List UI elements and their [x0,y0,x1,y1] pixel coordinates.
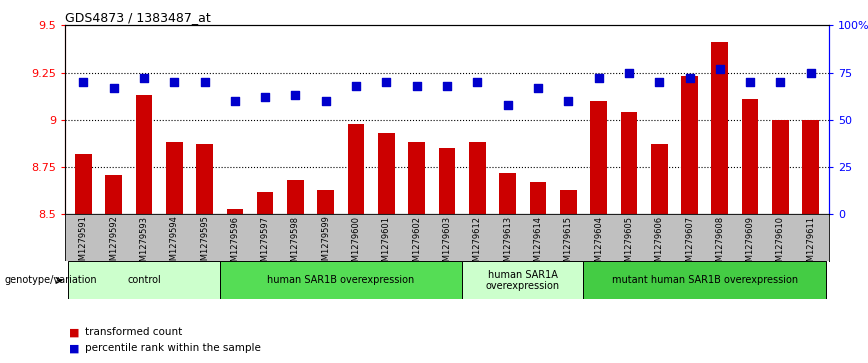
Point [743,79,757,85]
Point [288,92,302,98]
Point [501,102,515,107]
Bar [318,189,334,363]
Text: GSM1279603: GSM1279603 [443,216,451,272]
Text: GSM1279615: GSM1279615 [563,216,573,272]
Bar [802,120,819,363]
Point [773,79,787,85]
Bar [621,112,637,363]
Bar [227,208,243,363]
Point [137,76,151,81]
Point [198,79,212,85]
Bar [287,180,304,363]
Point [622,70,636,76]
Point [228,98,242,104]
Bar [438,148,456,363]
Point [258,94,272,100]
Text: GSM1279591: GSM1279591 [79,216,88,272]
Bar [348,123,365,363]
Bar [529,182,546,363]
Bar [469,142,486,363]
Text: GSM1279599: GSM1279599 [321,216,331,272]
Point [562,98,575,104]
Text: GSM1279614: GSM1279614 [534,216,542,272]
Point [592,76,606,81]
Point [168,79,181,85]
Bar [196,144,213,363]
Text: GSM1279608: GSM1279608 [715,216,724,272]
Bar [105,175,122,363]
Text: ■: ■ [69,343,80,354]
Point [379,79,393,85]
Bar [68,261,220,299]
Text: GSM1279595: GSM1279595 [200,216,209,272]
Point [470,79,484,85]
Text: mutant human SAR1B overexpression: mutant human SAR1B overexpression [612,276,798,285]
Bar [220,261,462,299]
Text: ■: ■ [69,327,80,337]
Text: GSM1279602: GSM1279602 [412,216,421,272]
Text: GSM1279610: GSM1279610 [776,216,785,272]
Text: GSM1279613: GSM1279613 [503,216,512,272]
Bar [681,76,698,363]
Point [440,83,454,89]
Bar [583,261,826,299]
Text: GSM1279605: GSM1279605 [624,216,634,272]
Text: GSM1279594: GSM1279594 [170,216,179,272]
Point [652,79,666,85]
Bar [166,142,182,363]
Point [410,83,424,89]
Text: GSM1279609: GSM1279609 [746,216,754,272]
Point [319,98,332,104]
Bar [712,42,728,363]
Point [713,66,727,72]
Text: GSM1279607: GSM1279607 [685,216,694,272]
Text: GSM1279604: GSM1279604 [594,216,603,272]
Bar [257,192,273,363]
Text: human SAR1A
overexpression: human SAR1A overexpression [486,270,560,291]
Bar [462,261,583,299]
Text: genotype/variation: genotype/variation [4,276,97,285]
Point [804,70,818,76]
Bar [560,189,576,363]
Text: GSM1279611: GSM1279611 [806,216,815,272]
Point [107,85,121,91]
Bar [651,144,667,363]
Text: transformed count: transformed count [85,327,182,337]
Bar [75,154,92,363]
Text: GDS4873 / 1383487_at: GDS4873 / 1383487_at [65,11,211,24]
Text: GSM1279592: GSM1279592 [109,216,118,272]
Point [349,83,363,89]
Text: GSM1279596: GSM1279596 [230,216,240,272]
Text: GSM1279606: GSM1279606 [654,216,664,272]
Bar [499,173,516,363]
Text: human SAR1B overexpression: human SAR1B overexpression [267,276,415,285]
Text: percentile rank within the sample: percentile rank within the sample [85,343,261,354]
Point [682,76,696,81]
Text: GSM1279612: GSM1279612 [473,216,482,272]
Text: control: control [127,276,161,285]
Text: GSM1279601: GSM1279601 [382,216,391,272]
Bar [135,95,152,363]
Bar [378,133,395,363]
Point [531,85,545,91]
Bar [773,120,789,363]
Text: GSM1279600: GSM1279600 [352,216,360,272]
Point [76,79,90,85]
Bar [590,101,607,363]
Bar [408,142,425,363]
Bar [742,99,759,363]
Text: GSM1279593: GSM1279593 [140,216,148,272]
Text: GSM1279598: GSM1279598 [291,216,300,272]
Text: GSM1279597: GSM1279597 [260,216,270,272]
